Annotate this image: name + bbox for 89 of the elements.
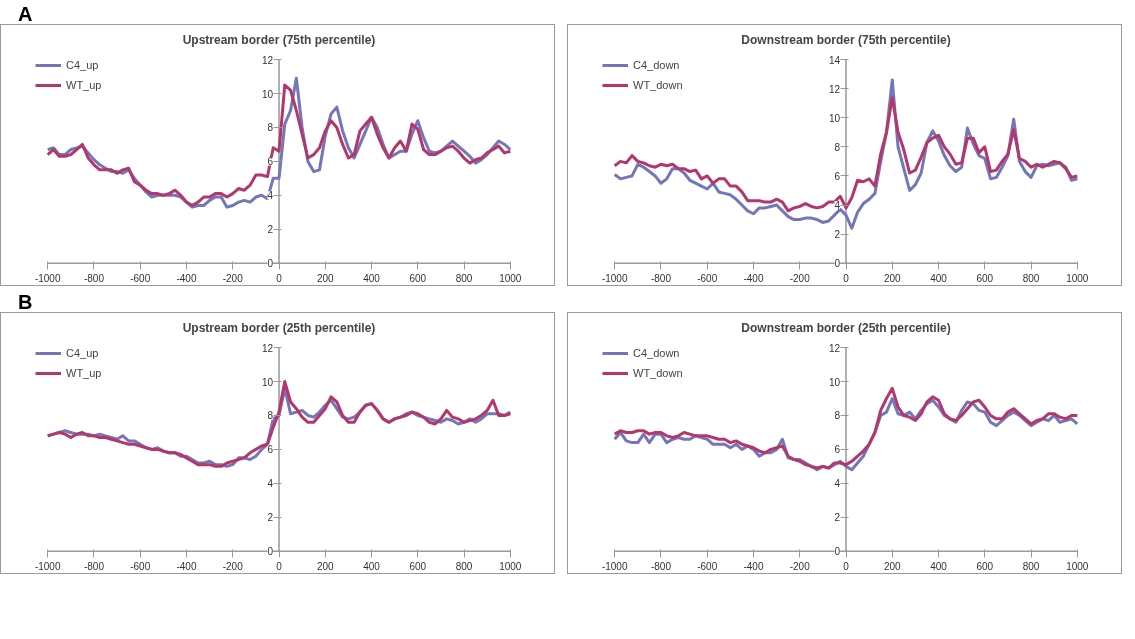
y-tick-label: 12: [261, 342, 274, 354]
x-tick-label: -1000: [34, 561, 61, 573]
y-tick-label: 2: [267, 224, 274, 236]
y-tick-label: 10: [828, 376, 841, 388]
x-tick-label: -600: [697, 561, 718, 573]
y-tick-label: 14: [828, 54, 841, 66]
legend-label: C4_down: [633, 59, 680, 71]
y-tick-label: 8: [834, 410, 841, 422]
y-tick-label: 6: [267, 444, 274, 456]
x-tick-label: -800: [83, 561, 105, 573]
x-tick-label: 200: [316, 273, 335, 285]
y-tick-label: 10: [828, 112, 841, 124]
x-tick-label: 600: [976, 273, 994, 285]
x-tick-label: 0: [276, 561, 283, 573]
y-tick-label: 8: [834, 141, 841, 153]
line-series: [613, 386, 1079, 470]
x-tick-label: 1000: [499, 273, 522, 285]
y-tick-label: 12: [261, 54, 274, 66]
x-tick-label: -1000: [601, 273, 628, 285]
x-tick-label: 400: [363, 561, 381, 573]
x-tick-label: 1000: [499, 561, 522, 573]
legend-label: WT_down: [633, 367, 683, 379]
legend-label: C4_down: [633, 347, 680, 359]
y-tick-label: 6: [834, 170, 841, 182]
x-tick-label: -200: [789, 273, 811, 285]
y-tick-label: 8: [267, 122, 274, 134]
x-tick-label: 1000: [1066, 273, 1089, 285]
x-tick-label: -200: [222, 561, 244, 573]
y-tick-label: 6: [267, 156, 274, 168]
x-tick-label: -200: [222, 273, 244, 285]
y-tick-label: 0: [267, 546, 274, 558]
y-tick-label: 0: [267, 258, 274, 270]
x-tick-label: -400: [743, 561, 764, 573]
y-tick-label: 2: [267, 512, 274, 524]
x-tick-label: 0: [843, 273, 850, 285]
y-tick-label: 2: [834, 512, 841, 524]
x-tick-label: 400: [363, 273, 381, 285]
chart-title: Downstream border (75th percentile): [741, 32, 951, 47]
x-tick-label: 400: [930, 273, 948, 285]
x-tick-label: 800: [1022, 561, 1040, 573]
y-tick-label: 4: [267, 190, 274, 202]
y-tick-label: 4: [834, 478, 841, 490]
x-tick-label: -800: [650, 273, 672, 285]
y-tick-label: 4: [267, 478, 274, 490]
x-tick-label: 800: [455, 273, 473, 285]
y-tick-label: 0: [834, 546, 841, 558]
y-tick-label: 0: [834, 258, 841, 270]
x-tick-label: 800: [455, 561, 473, 573]
x-tick-label: -200: [789, 561, 811, 573]
x-tick-label: 0: [843, 561, 850, 573]
x-tick-label: -400: [176, 561, 197, 573]
x-tick-label: 1000: [1066, 561, 1089, 573]
x-tick-label: 400: [930, 561, 948, 573]
x-tick-label: -800: [650, 561, 672, 573]
chart-title: Downstream border (25th percentile): [741, 320, 951, 335]
x-tick-label: 200: [316, 561, 335, 573]
text: B: [18, 290, 33, 315]
x-tick-label: -600: [130, 561, 151, 573]
x-tick-label: -1000: [601, 561, 628, 573]
x-tick-label: 600: [976, 561, 994, 573]
y-tick-label: 2: [834, 229, 841, 241]
legend-label: WT_down: [633, 79, 683, 91]
text: A: [18, 2, 33, 27]
y-tick-label: 10: [261, 88, 274, 100]
y-tick-label: 8: [267, 410, 274, 422]
x-tick-label: -600: [130, 273, 151, 285]
y-tick-label: 12: [828, 342, 841, 354]
legend-label: WT_up: [66, 367, 102, 379]
legend-label: C4_up: [66, 347, 99, 359]
x-tick-label: -800: [83, 273, 105, 285]
y-tick-label: 6: [834, 444, 841, 456]
x-tick-label: -1000: [34, 273, 61, 285]
y-tick-label: 10: [261, 376, 274, 388]
x-tick-label: -400: [743, 273, 764, 285]
x-tick-label: 200: [883, 273, 902, 285]
chart-title: Upstream border (25th percentile): [182, 320, 376, 335]
x-tick-label: 200: [883, 561, 902, 573]
line-series: [613, 95, 1079, 213]
chart-title: Upstream border (75th percentile): [182, 32, 376, 47]
legend-label: C4_up: [66, 59, 99, 71]
x-tick-label: 800: [1022, 273, 1040, 285]
x-tick-label: 600: [409, 273, 427, 285]
y-tick-label: 4: [834, 200, 841, 211]
legend-label: WT_up: [66, 79, 102, 91]
x-tick-label: 0: [276, 273, 283, 285]
x-tick-label: 600: [409, 561, 427, 573]
x-tick-label: -400: [176, 273, 197, 285]
x-tick-label: -600: [697, 273, 718, 285]
y-tick-label: 12: [828, 83, 841, 95]
